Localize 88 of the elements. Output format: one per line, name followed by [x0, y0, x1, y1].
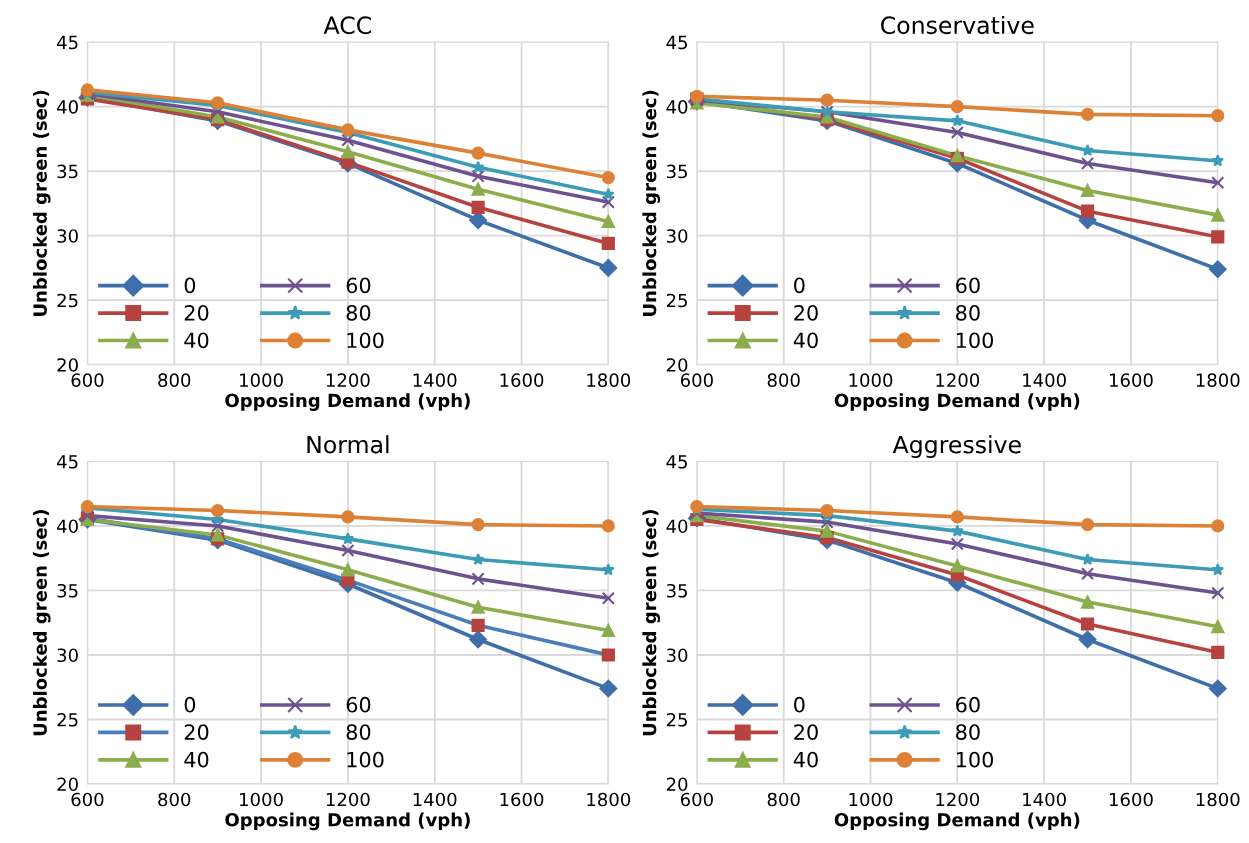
y-tick-label: 25	[57, 712, 78, 727]
legend-label: 80	[346, 724, 371, 740]
y-tick-label: 45	[666, 455, 687, 469]
legend-label: 100	[347, 751, 384, 768]
x-tick-label: 800	[158, 373, 191, 387]
legend-label: 20	[184, 724, 209, 740]
legend-label: 0	[794, 696, 805, 713]
x-axis-title: Opposing Demand (vph)	[834, 393, 1080, 411]
legend-label: 80	[346, 304, 371, 321]
x-tick-label: 800	[767, 373, 800, 387]
legend-label: 60	[346, 696, 371, 713]
x-tick-label: 1600	[1109, 373, 1153, 387]
x-tick-label: 600	[680, 792, 713, 807]
x-axis-title: Opposing Demand (vph)	[225, 812, 470, 831]
y-tick-label: 40	[57, 519, 78, 534]
x-tick-label: 1600	[1109, 792, 1153, 807]
x-tick-label: 1800	[1196, 373, 1240, 387]
legend-label: 0	[794, 277, 805, 294]
x-tick-label: 1800	[587, 373, 631, 387]
chart-title: Aggressive	[892, 435, 1021, 459]
x-tick-label: 600	[71, 373, 104, 387]
y-tick-label: 45	[57, 455, 78, 469]
y-tick-label: 35	[666, 583, 687, 598]
y-axis-title: Unblocked green (sec)	[32, 90, 51, 316]
y-tick-label: 30	[666, 648, 688, 663]
legend-label: 20	[794, 724, 818, 740]
legend-label: 60	[956, 696, 980, 713]
y-tick-label: 20	[57, 358, 78, 372]
x-tick-label: 1000	[849, 373, 893, 387]
x-tick-label: 600	[680, 373, 713, 387]
x-tick-label: 1400	[413, 373, 457, 387]
x-tick-label: 1000	[849, 792, 893, 807]
x-tick-label: 800	[767, 792, 800, 807]
legend-label: 40	[184, 751, 209, 768]
x-tick-label: 1200	[326, 373, 370, 387]
chart-title: Conservative	[881, 15, 1034, 35]
y-tick-label: 30	[666, 229, 688, 243]
x-tick-label: 1600	[500, 373, 544, 387]
x-tick-label: 1800	[1196, 792, 1240, 807]
x-axis-title: Opposing Demand (vph)	[225, 393, 470, 411]
y-tick-label: 25	[57, 293, 78, 308]
y-axis-title: Unblocked green (sec)	[32, 510, 51, 736]
x-tick-label: 1800	[587, 792, 631, 807]
y-tick-label: 20	[666, 358, 688, 372]
y-axis-title: Unblocked green (sec)	[642, 510, 661, 736]
y-axis-title: Unblocked green (sec)	[642, 90, 661, 316]
legend-label: 40	[793, 332, 818, 349]
legend-label: 0	[184, 277, 196, 294]
legend-label: 100	[956, 332, 994, 349]
legend-label: 40	[793, 751, 818, 768]
x-tick-label: 1200	[936, 792, 980, 807]
legend-label: 100	[956, 751, 994, 768]
x-tick-label: 600	[71, 792, 104, 807]
x-tick-label: 1200	[326, 792, 370, 807]
x-tick-label: 1200	[936, 373, 980, 387]
x-tick-label: 1600	[500, 792, 544, 807]
y-tick-label: 30	[57, 229, 78, 243]
legend-label: 0	[184, 696, 196, 713]
y-tick-label: 25	[666, 293, 687, 308]
x-tick-label: 1400	[413, 792, 457, 807]
y-tick-label: 45	[666, 35, 687, 50]
legend-label: 60	[346, 277, 371, 294]
y-tick-label: 35	[666, 164, 687, 179]
x-tick-label: 1000	[240, 373, 283, 387]
legend-label: 40	[184, 332, 209, 349]
y-tick-label: 45	[57, 35, 78, 50]
legend-label: 60	[956, 277, 980, 294]
x-tick-label: 1400	[1023, 373, 1066, 387]
y-tick-label: 20	[666, 777, 688, 792]
legend-label: 80	[956, 304, 980, 321]
y-tick-label: 40	[666, 100, 688, 114]
y-tick-label: 40	[57, 100, 78, 114]
legend-label: 100	[347, 332, 384, 349]
x-tick-label: 1400	[1023, 792, 1066, 807]
y-tick-label: 30	[57, 648, 78, 663]
x-tick-label: 1000	[240, 792, 283, 807]
chart-title: ACC	[323, 16, 371, 35]
legend-label: 80	[956, 724, 980, 740]
chart-title: Normal	[307, 435, 389, 454]
y-tick-label: 35	[57, 164, 78, 179]
y-tick-label: 25	[666, 712, 687, 727]
x-axis-title: Opposing Demand (vph)	[834, 812, 1080, 831]
legend-label: 20	[184, 304, 209, 321]
legend-label: 20	[794, 304, 818, 321]
x-tick-label: 800	[158, 792, 191, 807]
y-tick-label: 40	[666, 519, 688, 534]
y-tick-label: 20	[57, 777, 78, 792]
y-tick-label: 35	[57, 583, 78, 598]
